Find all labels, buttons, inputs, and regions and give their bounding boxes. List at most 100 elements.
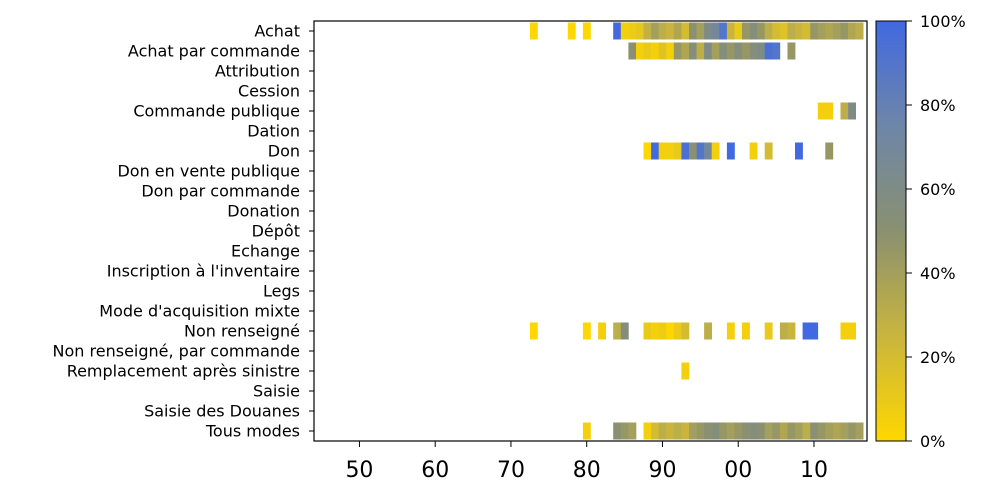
y-tick-label: Don en vente publique (117, 162, 300, 181)
x-tick-label: 70 (497, 458, 525, 483)
colorbar-tick-label: 60% (920, 180, 956, 199)
heatmap-cell (817, 422, 826, 440)
heatmap-cell (613, 422, 622, 440)
heatmap-cell (636, 22, 644, 40)
heatmap-cell (651, 22, 659, 40)
heatmap-cell (666, 42, 675, 60)
heatmap-cell (810, 22, 819, 40)
heatmap-cell (613, 322, 622, 340)
heatmap-cell (681, 422, 690, 440)
heatmap-cell (764, 142, 773, 160)
heatmap-cell (757, 22, 766, 40)
y-tick-label: Achat (254, 22, 300, 41)
heatmap-cell (764, 422, 773, 440)
heatmap-cell (764, 22, 773, 40)
heatmap-cell (666, 322, 675, 340)
heatmap-cell (704, 322, 712, 340)
colorbar-tick-label: 100% (920, 12, 966, 31)
heatmap-cell (689, 42, 697, 60)
heatmap-cell (817, 22, 826, 40)
heatmap-cell (719, 42, 728, 60)
heatmap-cell (643, 42, 652, 60)
heatmap-cell (787, 22, 796, 40)
y-tick-label: Echange (231, 242, 300, 261)
heatmap-cell (742, 22, 750, 40)
heatmap-cell (628, 22, 637, 40)
y-tick-label: Donation (227, 202, 300, 221)
y-tick-label: Cession (238, 82, 300, 101)
heatmap-cell (666, 142, 675, 160)
x-axis-labels: 50 60 70 80 90 00 10 (345, 441, 828, 483)
heatmap-cell (658, 42, 667, 60)
heatmap-cell (628, 422, 637, 440)
x-tick-label: 80 (573, 458, 601, 483)
x-tick-label: 00 (724, 458, 752, 483)
heatmap-cell (832, 422, 841, 440)
heatmap-cell (810, 322, 819, 340)
x-tick-label: 10 (800, 458, 828, 483)
heatmap-cell (681, 322, 690, 340)
heatmap-cell (779, 22, 788, 40)
heatmap-cell (817, 102, 826, 120)
heatmap-cell (787, 42, 796, 60)
heatmap-cell (620, 422, 629, 440)
heatmap-cell (742, 422, 750, 440)
colorbar-tick-label: 0% (920, 432, 945, 451)
heatmap-cell (651, 42, 659, 60)
y-tick-label: Tous modes (205, 422, 300, 441)
heatmap-cell (810, 422, 819, 440)
heatmap-cell (704, 22, 712, 40)
heatmap-cell (779, 322, 788, 340)
heatmap-cell (636, 42, 644, 60)
plot-frame (313, 20, 868, 442)
heatmap-cell (734, 22, 743, 40)
y-tick-label: Dation (247, 122, 300, 141)
heatmap-cell (825, 22, 834, 40)
heatmap-cell (757, 422, 766, 440)
x-tick-label: 90 (648, 458, 676, 483)
y-tick-label: Legs (263, 282, 300, 301)
heatmap-cell (582, 322, 591, 340)
heatmap-cell (673, 322, 682, 340)
heatmap-cell (696, 42, 705, 60)
heatmap-cell (772, 22, 781, 40)
heatmap-cell (719, 22, 728, 40)
y-tick-label: Achat par commande (128, 42, 300, 61)
heatmap-cell (840, 422, 849, 440)
heatmap-cell (696, 142, 705, 160)
y-tick-label: Remplacement après sinistre (67, 362, 300, 381)
heatmap-cell (787, 422, 796, 440)
y-tick-label: Saisie des Douanes (144, 402, 300, 421)
heatmap-cell (681, 42, 690, 60)
y-tick-label: Don (268, 142, 300, 161)
heatmap-cell (726, 322, 735, 340)
heatmap-cell (681, 22, 690, 40)
heatmap-cell (726, 422, 735, 440)
heatmap-cell (628, 42, 637, 60)
x-tick-label: 50 (345, 458, 373, 483)
heatmap-cell (711, 142, 720, 160)
heatmap-cell (673, 142, 682, 160)
heatmap-cell (802, 422, 811, 440)
colorbar-tick-label: 80% (920, 96, 956, 115)
colorbar (875, 20, 907, 442)
heatmap-cell (689, 422, 697, 440)
heatmap-cell (779, 422, 788, 440)
heatmap-cell (795, 422, 803, 440)
heatmap-cell (658, 322, 667, 340)
heatmap-cell (704, 142, 712, 160)
heatmap-cell (529, 22, 538, 40)
heatmap-cell (764, 322, 773, 340)
heatmap-cell (749, 22, 758, 40)
heatmap-cell (840, 322, 849, 340)
heatmap-cell (795, 142, 803, 160)
heatmap-cell (529, 322, 538, 340)
heatmap-cell (696, 422, 705, 440)
heatmap-cell (666, 422, 675, 440)
y-tick-label: Dépôt (252, 222, 300, 241)
heatmap-cell (848, 322, 856, 340)
y-tick-label: Inscription à l'inventaire (107, 262, 300, 281)
heatmap-cell (598, 322, 606, 340)
